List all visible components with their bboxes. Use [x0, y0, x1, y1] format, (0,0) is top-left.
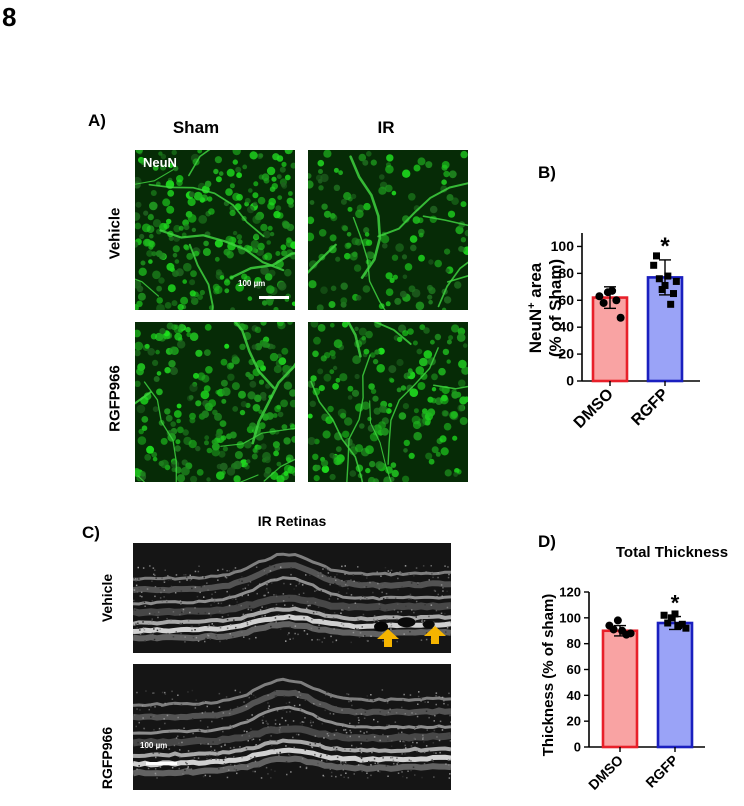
y-tick-label: 60	[558, 292, 574, 308]
y-tick-label: 20	[567, 714, 581, 729]
chart-d-axes: 0 20 40 60 80 100 120	[559, 585, 705, 755]
chart-b-category-label: RGFP	[628, 386, 672, 430]
panel-a-scale-label: 100 µm	[238, 279, 266, 288]
figure-number: 8	[2, 2, 17, 32]
chart-b-neun-area: B) NeuN+ area (% of Sham)0 20 40 60 80 100 DMSO *…	[526, 163, 700, 432]
micrograph-ir-vehicle	[308, 150, 468, 310]
panel-a-scale-bar	[259, 296, 289, 299]
chart-b-data-point	[608, 286, 617, 295]
y-tick-label: 40	[567, 688, 581, 703]
panel-d-letter: D)	[538, 532, 556, 551]
micrograph-sham-rgfp966	[135, 322, 295, 482]
oct-row-label-rgfp966: RGFP966	[99, 726, 115, 790]
y-tick-label: 100	[551, 238, 575, 254]
y-tick-label: 0	[574, 740, 581, 755]
chart-b-data-point	[595, 292, 604, 301]
chart-d-bar-rgfp	[656, 621, 694, 749]
y-tick-label: 80	[567, 636, 581, 651]
chart-b-data-point	[599, 298, 608, 307]
panel-c-letter: C)	[82, 523, 100, 542]
chart-d-ylabel: Thickness (% of sham)	[540, 594, 557, 757]
chart-d-data-point	[671, 610, 679, 618]
chart-d-data-point	[664, 619, 672, 627]
chart-b-data-point	[667, 300, 675, 308]
chart-d-category-label: RGFP	[642, 752, 681, 791]
arrow-icon	[424, 626, 446, 644]
chart-d-total-thickness: D) Total Thickness Thickness (% of sham) 0 2…	[538, 532, 728, 793]
panel-c-scale-label: 100 µm	[140, 741, 168, 750]
y-tick-label: 20	[558, 346, 574, 362]
chart-d-data-point	[660, 611, 668, 619]
chart-d-data-point	[609, 625, 618, 634]
chart-d-data-point	[613, 616, 622, 625]
chart-d-data-point	[667, 614, 675, 622]
micrograph-sham-vehicle	[135, 150, 295, 310]
oct-row-label-vehicle: Vehicle	[99, 573, 115, 623]
chart-d-data-point	[675, 622, 683, 630]
chart-b-data-point	[672, 277, 680, 285]
oct-title: IR Retinas	[257, 513, 327, 529]
chart-d-significance-mark: *	[671, 591, 680, 616]
chart-d-data-point	[626, 629, 635, 638]
panel-b-letter: B)	[538, 163, 556, 182]
chart-b-data-point	[650, 261, 658, 269]
chart-d-title: Total Thickness	[616, 544, 728, 561]
chart-d-data-point	[678, 620, 686, 628]
y-tick-label: 40	[558, 319, 574, 335]
y-tick-label: 120	[559, 585, 581, 600]
chart-b-significance-mark: *	[660, 233, 670, 260]
panel-c-scale-bar	[146, 762, 177, 765]
chart-b-data-point	[658, 286, 666, 294]
chart-b-bar-dmso	[591, 296, 629, 383]
arrow-icon	[377, 629, 399, 647]
chart-b-data-point	[653, 252, 660, 260]
panel-a-letter: A)	[88, 111, 106, 130]
chart-b-data-point	[661, 281, 669, 289]
chart-b-data-point	[655, 275, 663, 283]
oct-scan-rgfp966	[133, 664, 451, 790]
row-label-rgfp966: RGFP966	[106, 365, 124, 432]
chart-b-category-label: DMSO	[571, 386, 617, 432]
y-tick-label: 0	[566, 373, 574, 389]
row-label-vehicle: Vehicle	[106, 207, 124, 260]
neun-stain-label: NeuN	[143, 155, 177, 170]
micrograph-ir-rgfp966	[308, 322, 468, 482]
chart-b-ylabel-line2: (% of Sham)	[546, 259, 565, 357]
y-tick-label: 80	[558, 265, 574, 281]
y-tick-label: 100	[559, 610, 581, 625]
chart-b-data-point	[612, 296, 621, 305]
chart-d-bar-dmso	[601, 629, 639, 749]
y-tick-label: 60	[567, 662, 581, 677]
chart-b-data-point	[670, 290, 677, 298]
oct-scan-vehicle	[133, 543, 451, 653]
col-label-sham: Sham	[172, 118, 220, 137]
chart-b-data-point	[664, 272, 672, 280]
chart-b-ylabel-line1: NeuN+ area	[526, 262, 545, 353]
col-label-ir: IR	[377, 118, 395, 137]
chart-d-category-label: DMSO	[585, 752, 626, 793]
chart-b-data-point	[616, 313, 625, 322]
chart-d-data-point	[682, 624, 690, 632]
